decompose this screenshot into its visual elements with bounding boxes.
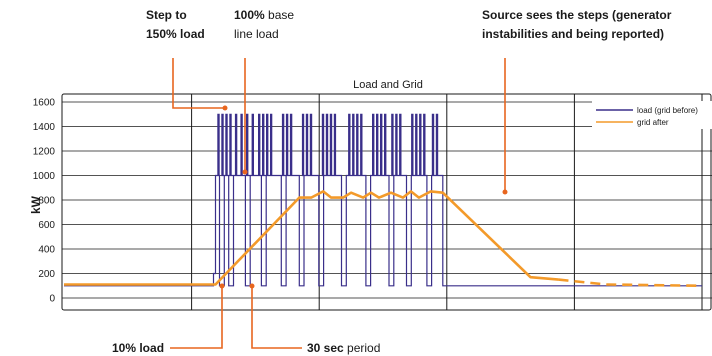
legend-box bbox=[592, 101, 712, 129]
grid-after-dashed-tail bbox=[558, 278, 703, 288]
grid-after-line bbox=[64, 190, 559, 286]
annotation-step-to-150-part: Step to bbox=[146, 8, 187, 22]
series-load-grid-before bbox=[64, 113, 702, 287]
annotation-30-sec-part: 30 sec bbox=[307, 341, 344, 355]
leader-10-load bbox=[170, 286, 223, 349]
marker-100-base bbox=[242, 169, 248, 175]
annotation-source-sees-steps: Source sees the steps (generator bbox=[482, 8, 672, 22]
plot-frame bbox=[61, 93, 712, 311]
legend-label-load: load (grid before) bbox=[637, 106, 698, 115]
annotation-100-base-part: 100% bbox=[234, 8, 265, 22]
annotation-30-sec: 30 sec period bbox=[307, 341, 380, 355]
y-tick-labels: 0 200 400 600 800 1000 1200 1400 1600 bbox=[33, 98, 56, 305]
y-tick-label: 0 bbox=[49, 294, 55, 305]
annotation-30-sec-part: period bbox=[344, 341, 381, 355]
plot-border bbox=[61, 93, 712, 311]
y-tick-label: 1000 bbox=[33, 171, 56, 182]
marker-source-sees bbox=[502, 189, 508, 195]
y-tick-label: 800 bbox=[38, 196, 55, 207]
annotation-source-sees-steps-part: Source sees the steps (generator bbox=[482, 8, 672, 22]
y-axis-label: kW bbox=[29, 195, 43, 214]
y-tick-label: 1200 bbox=[33, 147, 56, 158]
marker-30-sec bbox=[249, 283, 255, 289]
annotation-step-to-150-part: 150% load bbox=[146, 27, 205, 41]
chart-title: Load and Grid bbox=[353, 79, 423, 91]
marker-step-to-150 bbox=[222, 105, 228, 111]
leader-step-to-150 bbox=[172, 58, 225, 109]
annotation-10-load: 10% load bbox=[112, 341, 164, 355]
annotation-step-to-150-line2: 150% load bbox=[146, 27, 205, 41]
annotation-100-base: 100% base bbox=[234, 8, 294, 22]
marker-10-load bbox=[219, 283, 225, 289]
leader-30-sec bbox=[251, 286, 302, 349]
y-tick-label: 1600 bbox=[33, 98, 56, 109]
callouts: Step to 150% load 100% base line load Source… bbox=[112, 8, 672, 355]
annotation-source-sees-steps-line2: instabilities and being reported) bbox=[482, 27, 664, 41]
load-line bbox=[64, 113, 702, 287]
annotation-step-to-150: Step to bbox=[146, 8, 187, 22]
annotation-100-base-part: line load bbox=[234, 27, 279, 41]
y-tick-label: 200 bbox=[38, 269, 55, 280]
annotation-100-base-line2: line load bbox=[234, 27, 279, 41]
y-tick-label: 400 bbox=[38, 245, 55, 256]
series-grid-after bbox=[64, 190, 703, 288]
annotation-10-load-part: 10% load bbox=[112, 341, 164, 355]
y-tick-label: 600 bbox=[38, 220, 55, 231]
annotation-source-sees-steps-part: instabilities and being reported) bbox=[482, 27, 664, 41]
y-tick-label: 1400 bbox=[33, 122, 56, 133]
annotation-100-base-part: base bbox=[265, 8, 295, 22]
legend: load (grid before) grid after bbox=[592, 101, 712, 129]
legend-label-grid: grid after bbox=[637, 118, 669, 127]
